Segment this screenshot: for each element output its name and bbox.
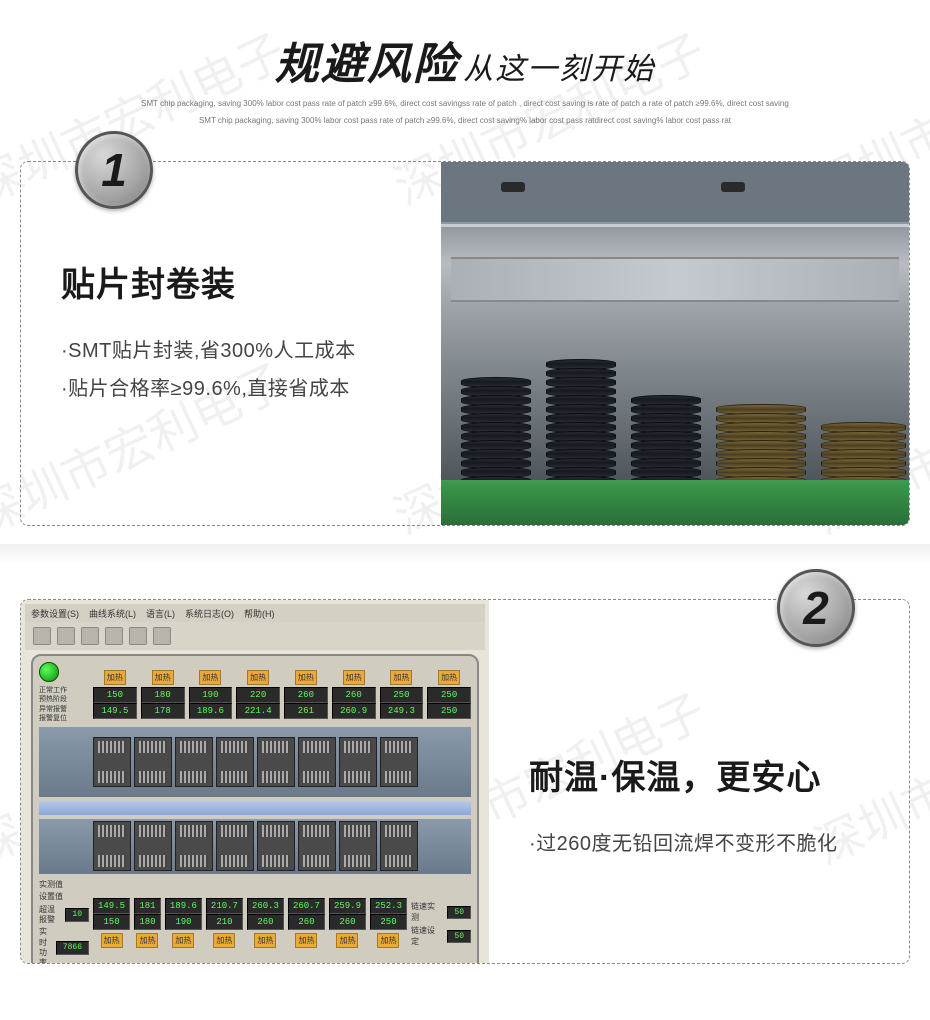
subtitle-line: SMT chip packaging, saving 300% labor co… [0,115,930,126]
feature-item: ·过260度无铅回流焊不变形不脆化 [529,825,889,863]
subtitle-line: SMT chip packaging, saving 300% labor co… [0,98,930,109]
title-large: 规避风险 [275,40,459,89]
feature-title: 耐温·保温，更安心 [529,750,889,799]
badge-number: 1 [101,143,127,197]
page-header: 规避风险 从这一刻开始 SMT chip packaging, saving 3… [0,0,930,126]
feature-title: 贴片封卷装 [61,257,413,306]
control-panel-image: 参数设置(S) 曲线系统(L) 语言(L) 系统日志(O) 帮助(H) 正常工作… [21,600,489,963]
title-small: 从这一刻开始 [463,53,655,86]
feature-item: ·SMT贴片封装,省300%人工成本 [61,332,413,370]
feature-item: ·贴片合格率≥99.6%,直接省成本 [61,370,413,408]
badge-2: 2 [777,569,855,647]
factory-image [441,162,909,525]
menubar: 参数设置(S) 曲线系统(L) 语言(L) 系统日志(O) 帮助(H) [25,604,485,622]
section-divider [0,544,930,564]
badge-number: 2 [803,581,829,635]
feature-text-panel: 贴片封卷装 ·SMT贴片封装,省300%人工成本 ·贴片合格率≥99.6%,直接… [21,162,441,525]
feature-text-panel: 耐温·保温，更安心 ·过260度无铅回流焊不变形不脆化 [489,600,909,963]
status-led [39,662,59,682]
badge-1: 1 [75,131,153,209]
toolbar [25,622,485,650]
feature-section-2: 2 参数设置(S) 曲线系统(L) 语言(L) 系统日志(O) 帮助(H) [20,599,910,964]
feature-section-1: 1 贴片封卷装 ·SMT贴片封装,省300%人工成本 ·贴片合格率≥99.6%,… [20,161,910,526]
